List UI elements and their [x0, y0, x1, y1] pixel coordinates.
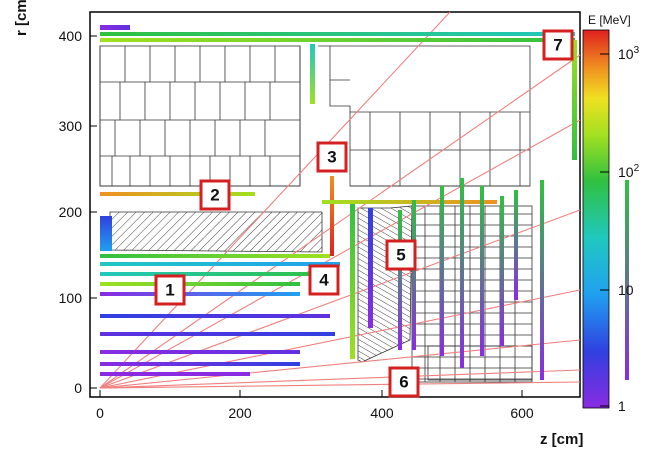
track-line — [99, 339, 581, 389]
outer-vertical-strip — [572, 40, 577, 160]
energy-strip — [100, 350, 300, 354]
layer-3-strip — [310, 44, 315, 104]
endcap-vertical-strip — [625, 180, 629, 380]
energy-strip — [350, 204, 355, 359]
hatched-inner-barrel — [109, 211, 323, 253]
marker-label: 5 — [396, 246, 405, 265]
marker-box — [385, 239, 417, 271]
colorbar-tick-label: 10 — [618, 282, 634, 298]
marker-6: 6 — [388, 366, 420, 398]
endcap-vertical-strip — [500, 196, 504, 346]
calorimeter-barrel-modules — [99, 46, 301, 187]
markers: 1 2 3 4 5 6 7 — [154, 29, 574, 398]
marker-5: 5 — [385, 239, 417, 271]
track-line — [99, 381, 581, 389]
top-strip — [100, 32, 575, 36]
layer-3-strip — [322, 200, 497, 204]
marker-label: 2 — [210, 186, 219, 205]
endcap-vertical-strip — [460, 178, 464, 368]
colorbar: E [MeV] 1 10 102 103 — [582, 13, 640, 414]
marker-label: 1 — [165, 281, 174, 300]
endcap-vertical-strip — [480, 186, 484, 356]
marker-label: 4 — [319, 271, 329, 290]
y-tick-label: 200 — [59, 204, 83, 220]
energy-strip — [100, 254, 330, 258]
track-line — [99, 119, 581, 389]
y-axis-ticks: 0 100 200 300 400 — [59, 28, 97, 396]
x-tick-label: 400 — [370, 405, 394, 421]
endcap-vertical-strip — [398, 210, 402, 350]
top-strip — [100, 38, 575, 42]
plot-frame — [89, 11, 581, 398]
colorbar-title: E [MeV] — [588, 13, 631, 27]
x-tick-label: 0 — [96, 405, 104, 421]
y-tick-label: 300 — [59, 118, 83, 134]
energy-strip — [100, 314, 330, 318]
colorbar-tick-label: 102 — [618, 163, 640, 180]
marker-box — [316, 141, 348, 173]
marker-label: 6 — [399, 373, 408, 392]
energy-strip — [100, 372, 250, 376]
track-line — [99, 369, 581, 389]
endcap-vertical-strip — [412, 200, 416, 350]
marker-label: 7 — [553, 36, 562, 55]
energy-strip — [368, 208, 373, 328]
endcap-vertical-strip — [440, 186, 444, 356]
y-tick-label: 400 — [59, 28, 83, 44]
energy-strip — [100, 332, 335, 336]
layer-3-strip — [330, 176, 334, 256]
marker-2: 2 — [199, 179, 231, 211]
y-axis-label: r [cm] — [13, 0, 30, 36]
x-axis-ticks: 0 200 400 600 — [96, 390, 534, 421]
marker-label: 3 — [327, 148, 336, 167]
marker-box — [388, 366, 420, 398]
energy-strip — [100, 262, 340, 266]
y-tick-label: 0 — [74, 380, 82, 396]
marker-box — [308, 264, 340, 296]
marker-3: 3 — [316, 141, 348, 173]
marker-7: 7 — [542, 29, 574, 61]
detector-structure — [99, 45, 533, 383]
endcap-vertical-strip — [540, 180, 544, 380]
energy-strip — [100, 292, 300, 296]
x-tick-label: 200 — [228, 405, 252, 421]
layer-2-strip — [100, 192, 255, 196]
x-axis-label: z [cm] — [540, 431, 583, 448]
y-tick-label: 100 — [59, 290, 83, 306]
colorbar-gradient — [582, 29, 610, 409]
marker-box — [542, 29, 574, 61]
marker-box — [154, 274, 186, 306]
colorbar-tick-label: 103 — [618, 45, 640, 62]
track-line — [99, 11, 451, 389]
energy-strip — [100, 272, 330, 276]
outer-barrel-modules — [330, 79, 530, 187]
outer-barrel-block — [318, 45, 531, 187]
energy-strip — [100, 216, 112, 251]
x-tick-label: 600 — [510, 405, 534, 421]
marker-1: 1 — [154, 274, 186, 306]
energy-deposits — [100, 25, 629, 380]
endcap-vertical-strip — [514, 190, 518, 300]
marker-4: 4 — [308, 264, 340, 296]
colorbar-tick-label: 1 — [618, 398, 626, 414]
energy-strip — [100, 282, 300, 286]
energy-strip — [100, 25, 130, 30]
energy-strip — [100, 362, 300, 366]
marker-box — [199, 179, 231, 211]
